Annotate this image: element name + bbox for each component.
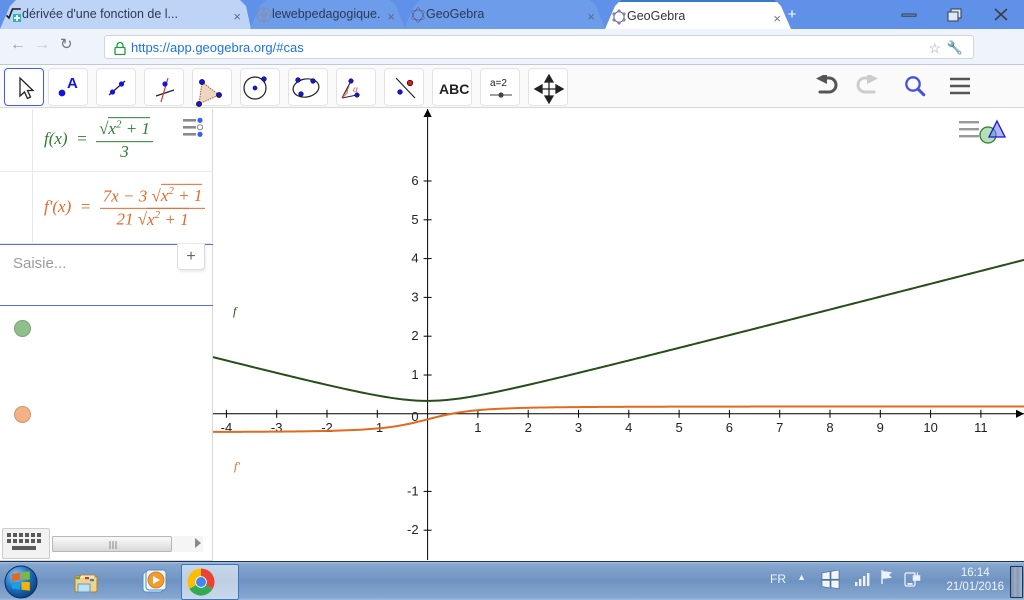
svg-text:5: 5 (411, 212, 418, 227)
svg-text:8: 8 (826, 420, 833, 435)
svg-text:6: 6 (726, 420, 733, 435)
svg-text:1: 1 (411, 367, 418, 382)
svg-text:-2: -2 (321, 420, 333, 435)
svg-text:f': f' (234, 459, 240, 473)
svg-text:6: 6 (411, 173, 418, 188)
svg-text:5: 5 (675, 420, 682, 435)
svg-text:4: 4 (411, 251, 418, 266)
svg-text:2: 2 (411, 328, 418, 343)
svg-text:f: f (233, 304, 238, 318)
svg-text:4: 4 (625, 420, 632, 435)
svg-text:9: 9 (877, 420, 884, 435)
svg-text:2: 2 (525, 420, 532, 435)
svg-text:7: 7 (776, 420, 783, 435)
svg-text:3: 3 (411, 289, 418, 304)
svg-text:-1: -1 (407, 483, 419, 498)
svg-text:ABC: ABC (439, 81, 469, 97)
svg-text:-2: -2 (407, 522, 419, 537)
svg-text:3: 3 (575, 420, 582, 435)
svg-text:11: 11 (974, 420, 988, 435)
svg-text:1: 1 (474, 420, 481, 435)
svg-text:a=2: a=2 (490, 78, 507, 89)
svg-text:10: 10 (923, 420, 937, 435)
svg-text:A: A (67, 75, 78, 92)
